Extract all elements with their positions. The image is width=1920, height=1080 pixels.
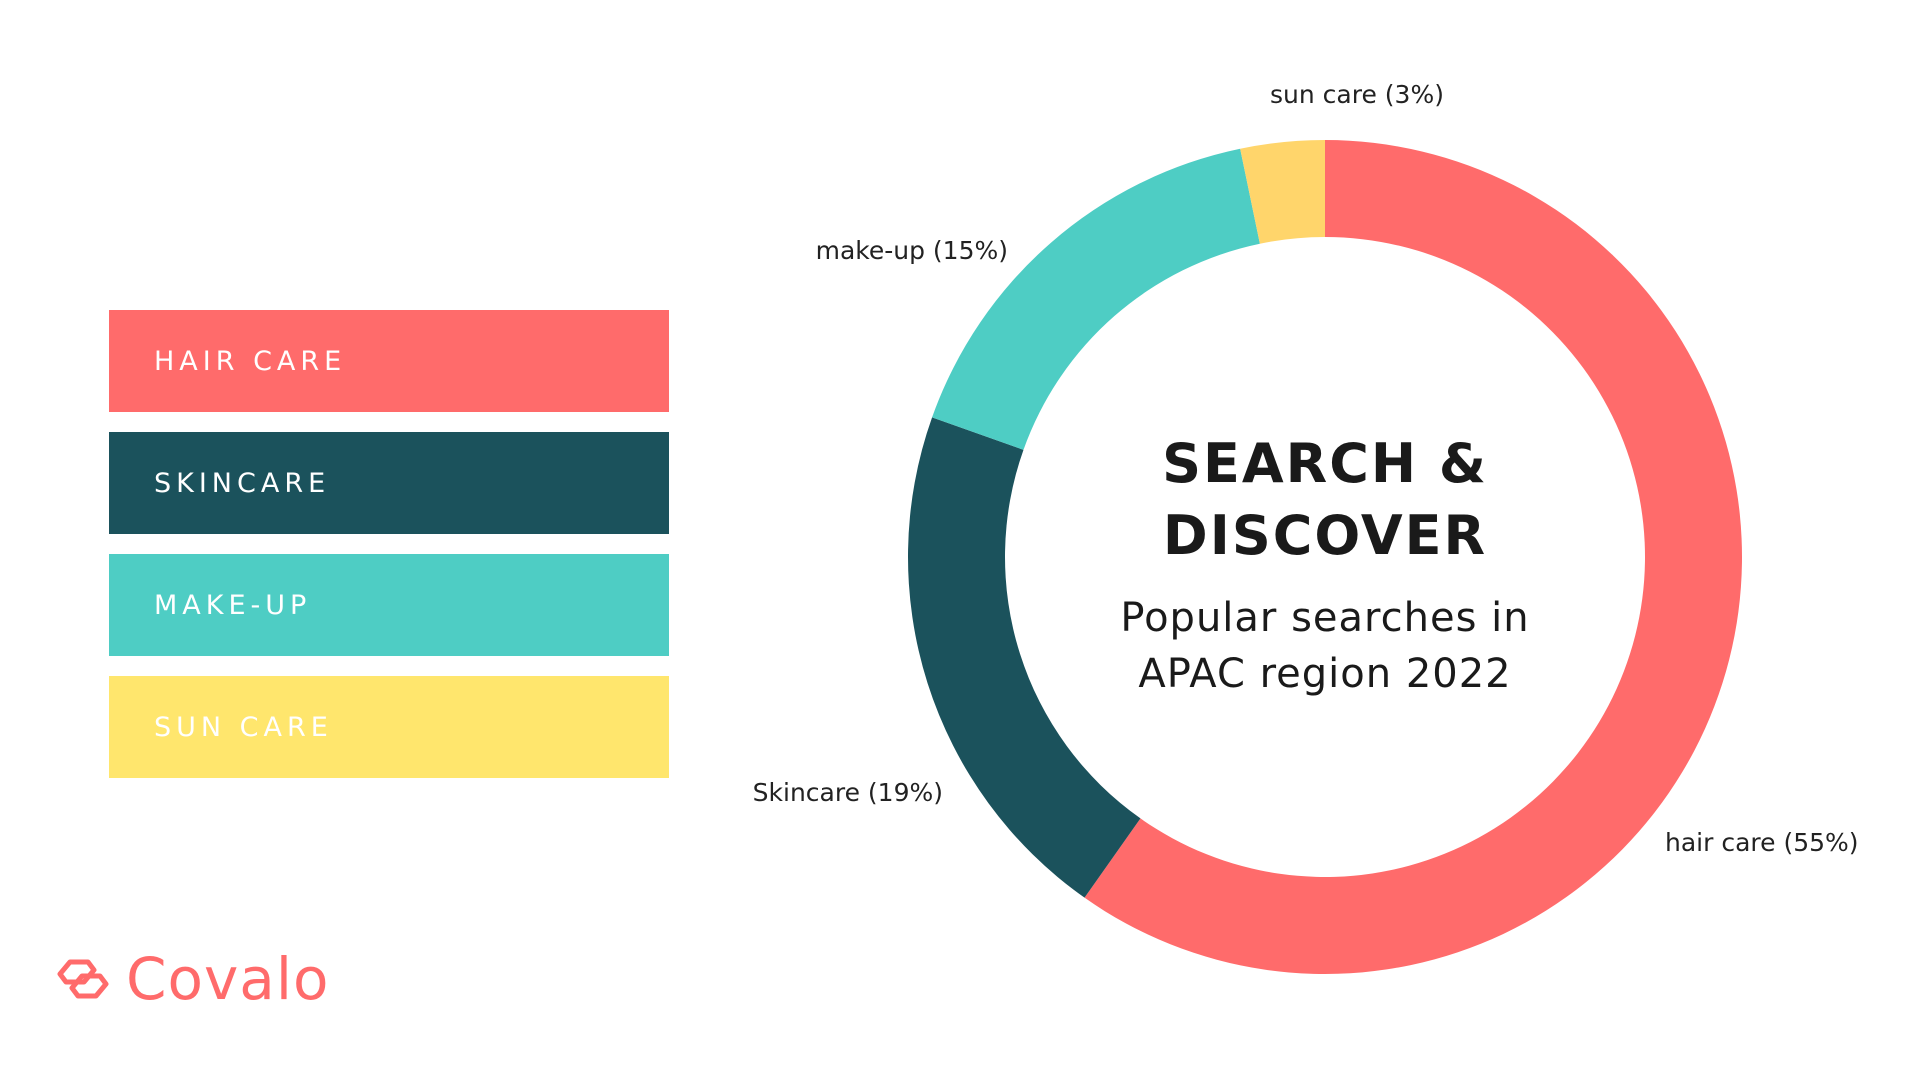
slice-label-sun-care: sun care (3%) [1270, 80, 1444, 109]
legend-item-hair-care: HAIR CARE [109, 310, 669, 412]
chart-center-subtitle: Popular searches in APAC region 2022 [1075, 590, 1575, 702]
legend-label: MAKE-UP [154, 589, 312, 621]
donut-slice-skincare [908, 417, 1141, 898]
donut-slice-sun-care [1240, 140, 1325, 244]
covalo-logo: Covalo [54, 945, 329, 1013]
legend-item-skincare: SKINCARE [109, 432, 669, 534]
legend-label: HAIR CARE [154, 345, 347, 377]
legend-label: SKINCARE [154, 467, 331, 499]
linked-hexagons-icon [57, 959, 109, 999]
chart-center-title: SEARCH & DISCOVER [1075, 428, 1575, 572]
donut-slice-hair-care [1084, 140, 1742, 974]
center-title-line-2: DISCOVER [1162, 504, 1488, 567]
slice-label-skincare: Skincare (19%) [753, 778, 943, 807]
slice-label-hair-care: hair care (55%) [1665, 828, 1859, 857]
legend: HAIR CARE SKINCARE MAKE-UP SUN CARE [109, 310, 669, 798]
center-title-line-1: SEARCH & [1162, 432, 1488, 495]
legend-label: SUN CARE [154, 711, 333, 743]
center-subtitle-line-1: Popular searches in [1120, 595, 1530, 641]
slice-label-make-up: make-up (15%) [816, 236, 1008, 265]
logo-text: Covalo [126, 945, 330, 1013]
center-subtitle-line-2: APAC region 2022 [1138, 651, 1512, 697]
legend-item-make-up: MAKE-UP [109, 554, 669, 656]
donut-slice-make-up [932, 148, 1260, 450]
legend-item-sun-care: SUN CARE [109, 676, 669, 778]
